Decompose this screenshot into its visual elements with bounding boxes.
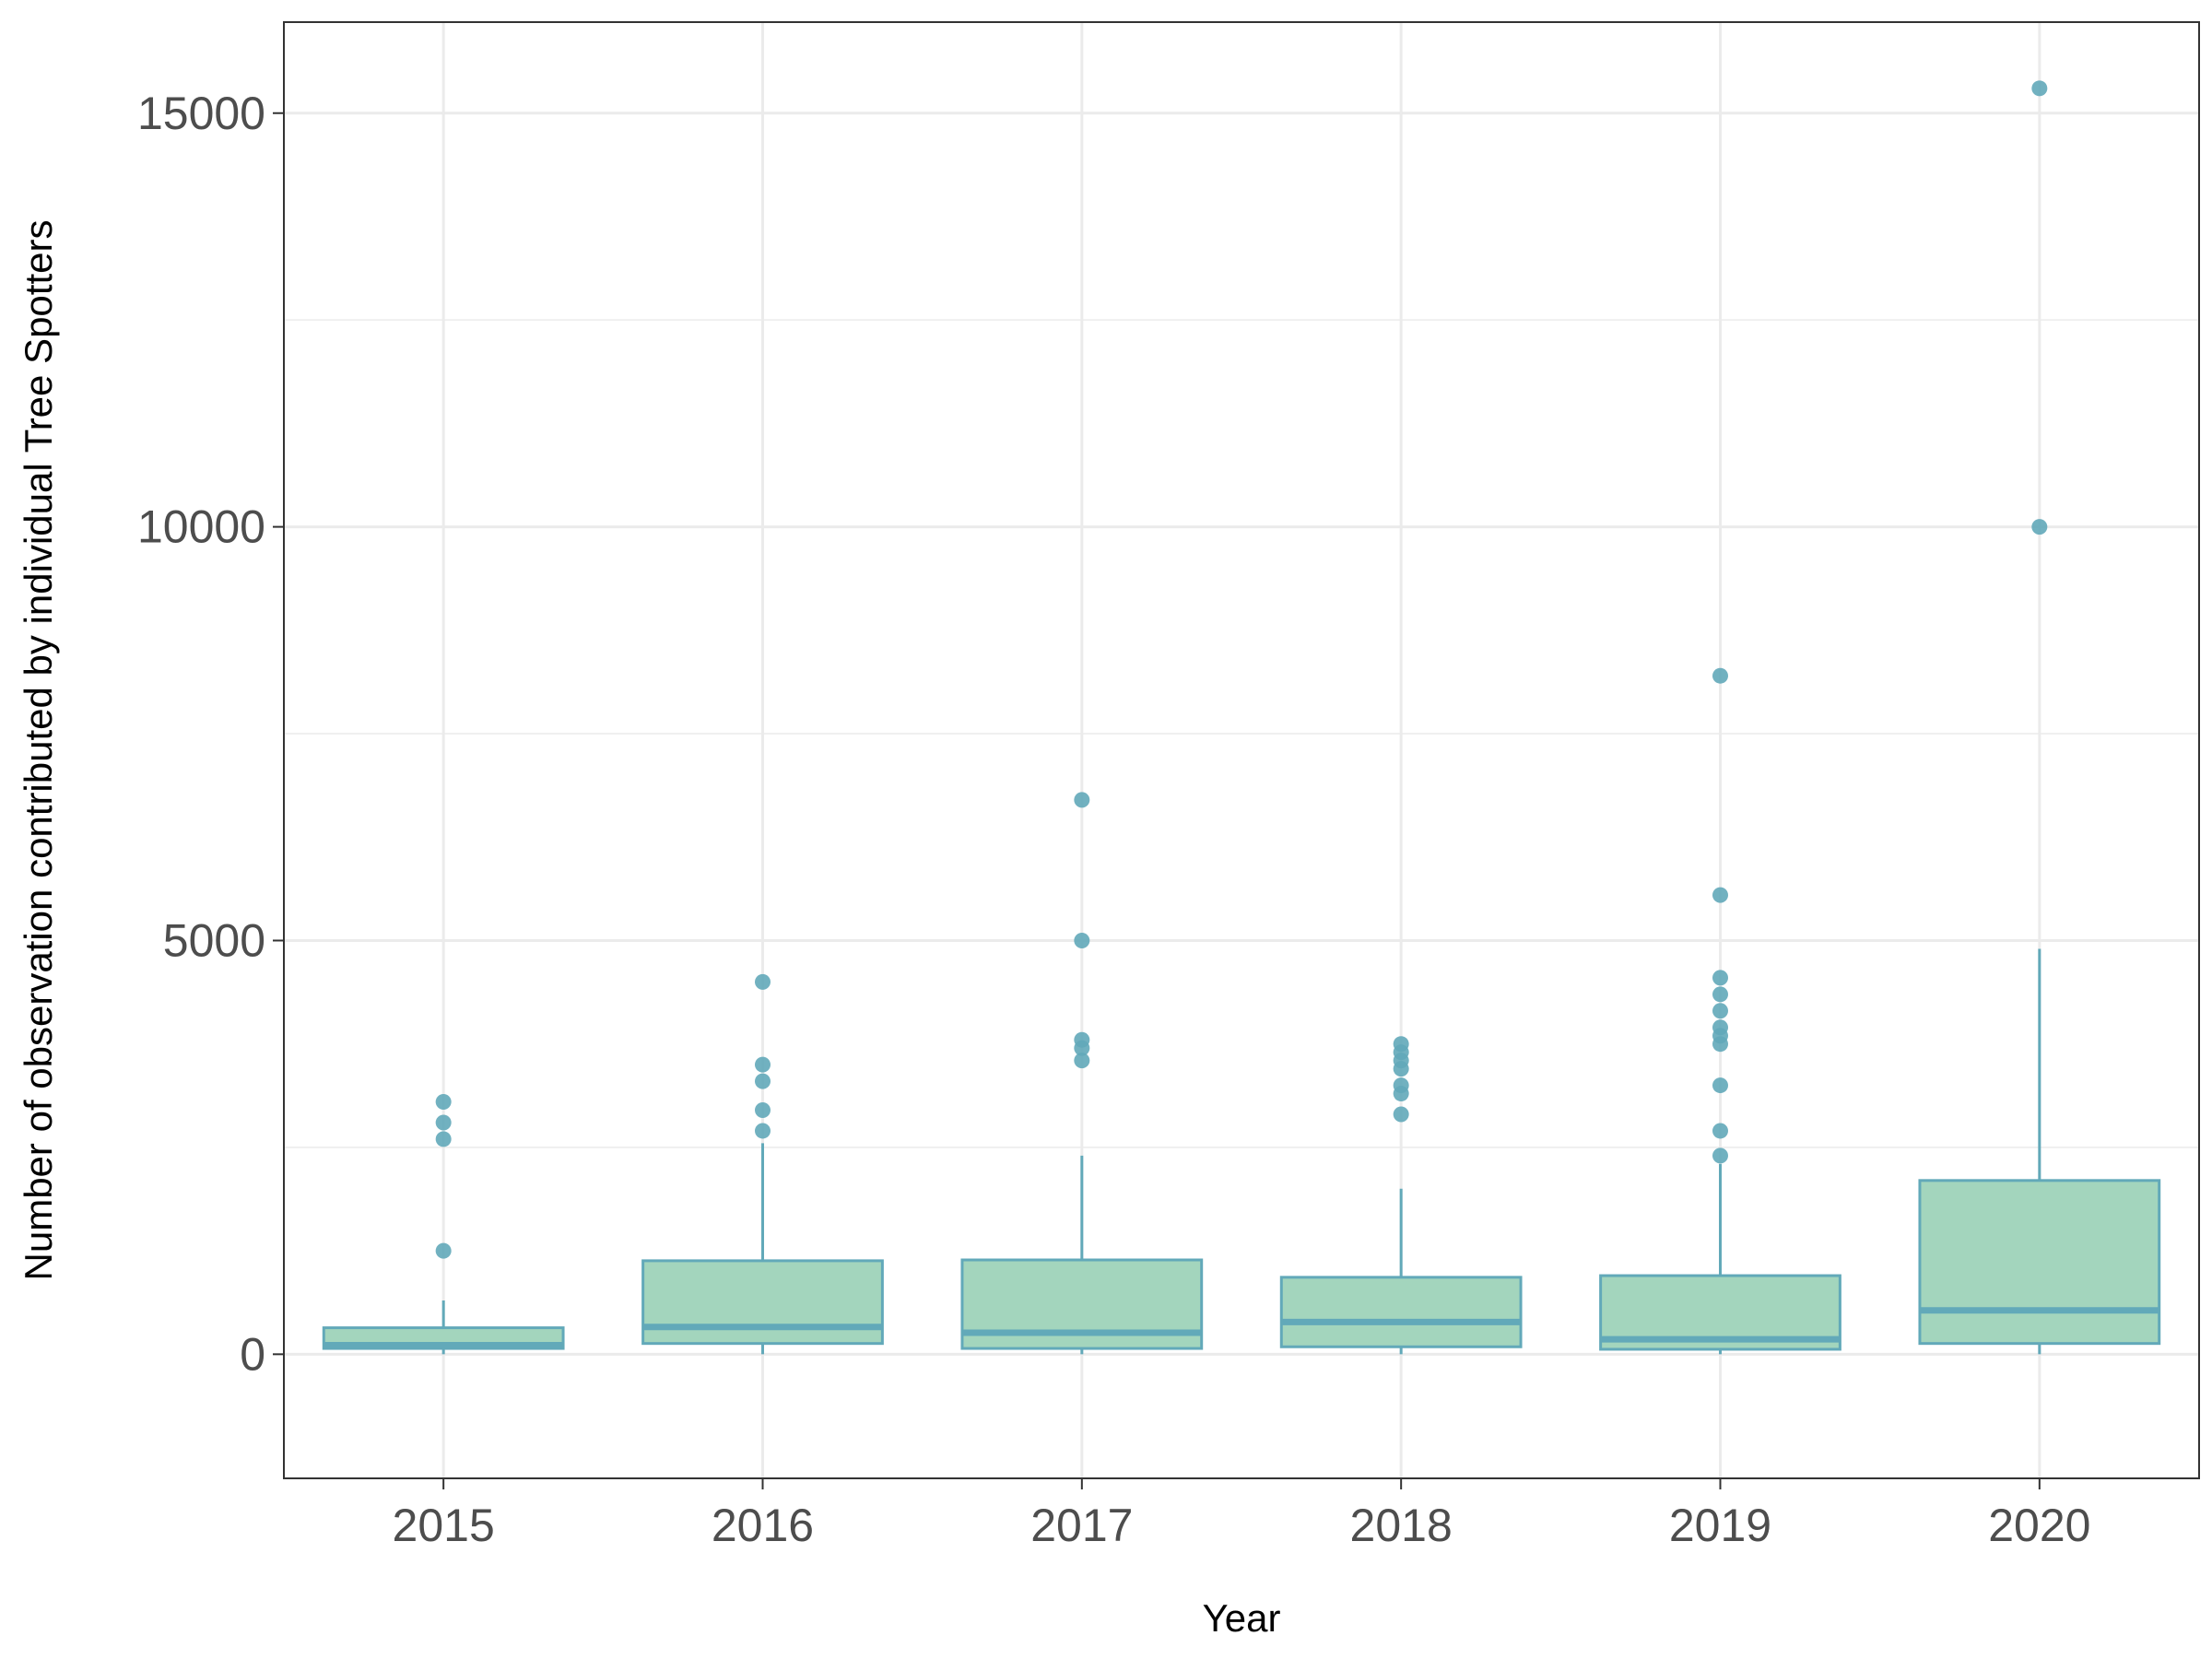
boxes <box>322 948 2161 1355</box>
outlier-point <box>1712 1123 1728 1139</box>
outlier-point <box>755 1123 771 1139</box>
box-2017 <box>960 1155 1204 1355</box>
y-tick-label: 15000 <box>137 88 265 139</box>
box-2020 <box>1918 948 2161 1355</box>
box-iqr <box>641 1259 884 1346</box>
y-tick-label: 5000 <box>163 914 265 966</box>
outlier-point <box>1074 792 1090 808</box>
outlier-point <box>1712 986 1728 1003</box>
outlier-point <box>2031 80 2048 97</box>
outlier-point <box>1712 667 1728 684</box>
x-tick-label: 2015 <box>393 1500 495 1551</box>
outlier-point <box>1712 970 1728 986</box>
outlier-point <box>1712 1019 1728 1036</box>
outlier-point <box>1074 932 1090 948</box>
outlier-point <box>1712 1003 1728 1019</box>
outlier-point <box>1712 1147 1728 1164</box>
outlier-point <box>755 973 771 990</box>
grid <box>284 22 2199 1478</box>
outlier-point <box>1393 1077 1409 1094</box>
panel-border <box>283 21 2200 1479</box>
box-2018 <box>1279 1188 1523 1355</box>
y-axis-title: Number of observation contributed by ind… <box>17 220 60 1281</box>
box-2016 <box>641 1143 884 1355</box>
x-tick-label: 2019 <box>1669 1500 1771 1551</box>
outlier-point <box>1074 1031 1090 1048</box>
y-tick-label: 10000 <box>137 501 265 553</box>
outliers <box>435 80 2048 1259</box>
x-tick-label: 2016 <box>712 1500 814 1551</box>
box-2015 <box>322 1300 565 1355</box>
x-tick-label: 2017 <box>1030 1500 1133 1551</box>
outlier-point <box>435 1094 452 1111</box>
outlier-point <box>1393 1106 1409 1123</box>
box-2019 <box>1599 1163 1841 1355</box>
outlier-point <box>1074 1053 1090 1069</box>
y-axis-ticks: 0 5000 10000 15000 <box>137 88 284 1380</box>
outlier-point <box>435 1114 452 1131</box>
outlier-point <box>1712 887 1728 903</box>
x-axis-title: Year <box>1203 1596 1281 1640</box>
outlier-point <box>1393 1036 1409 1053</box>
outlier-point <box>755 1102 771 1119</box>
outlier-point <box>2031 519 2048 535</box>
outlier-point <box>435 1242 452 1259</box>
box-iqr <box>1279 1276 1523 1348</box>
box-iqr <box>1918 1179 2161 1346</box>
outlier-point <box>755 1056 771 1073</box>
outlier-point <box>1712 1077 1728 1094</box>
outlier-point <box>755 1073 771 1089</box>
outlier-point <box>435 1131 452 1147</box>
y-tick-label: 0 <box>240 1328 265 1380</box>
x-tick-label: 2020 <box>1988 1500 2090 1551</box>
x-tick-label: 2018 <box>1350 1500 1453 1551</box>
x-axis-ticks: 2015 2016 2017 2018 2019 2020 <box>393 1478 2090 1551</box>
